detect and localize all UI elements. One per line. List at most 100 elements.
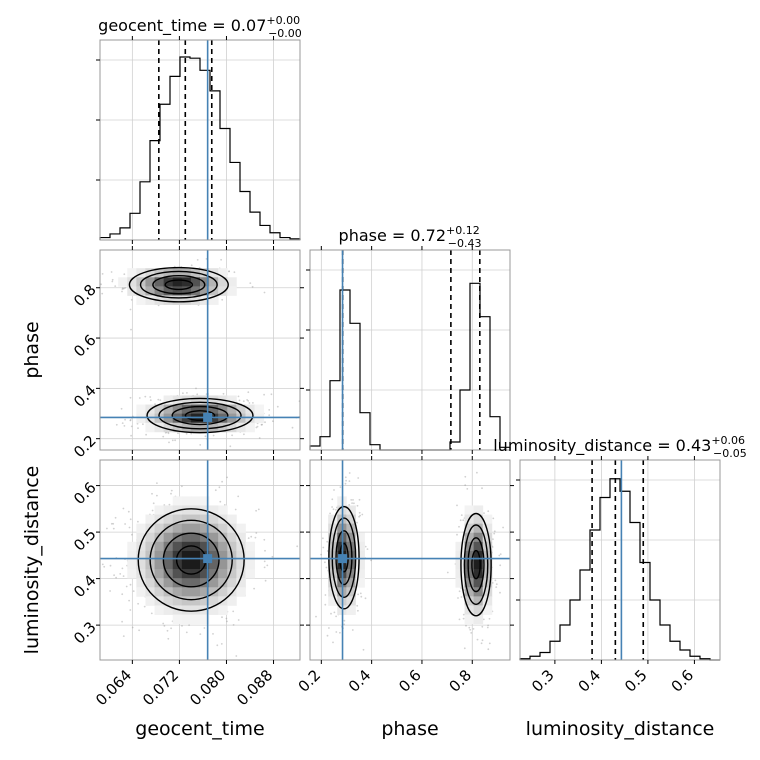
sample-point [101,292,104,295]
sample-point [247,391,250,394]
density-cell [154,578,165,588]
density-cell [200,569,210,579]
sample-point [122,507,125,510]
sample-point [132,590,135,592]
density-cell [455,541,465,552]
density-cell [355,541,365,552]
density-cell [136,541,146,552]
sample-point [263,291,266,294]
sample-point [101,563,104,566]
density-cell [218,605,228,615]
density-cell [190,523,201,534]
density-cell [190,550,201,561]
density-cell [172,422,183,433]
histogram-steps [519,478,720,661]
sample-point [249,282,252,284]
density-cell [190,614,201,625]
density-cell [163,605,174,615]
density-cell [154,422,165,433]
density-cell [181,560,192,570]
density-cell [209,560,219,570]
density-cell [200,596,210,606]
sample-point [486,626,489,629]
sample-point [352,499,354,501]
sample-point [170,489,173,492]
y-tick-label: 0.4 [70,572,100,602]
density-cell [236,550,246,561]
sample-point [124,418,126,421]
density-cell [190,596,201,606]
sample-point [246,399,249,401]
panel-content [310,460,510,660]
density-cell [218,422,228,433]
density-cell [482,514,493,525]
density-cell [145,295,155,305]
density-panel-geocent_time-luminosity_distance [96,456,304,664]
sample-point [127,510,130,513]
sample-point [150,612,153,615]
sample-point [156,482,158,484]
sample-point [331,506,333,508]
density-cell [181,514,192,525]
sample-point [344,476,347,479]
sample-point [481,625,484,628]
sample-point [320,553,322,556]
sample-point [481,639,484,642]
density-cell [236,560,246,570]
sample-point [237,395,240,398]
contour-line [162,532,220,588]
contour-line [463,524,489,606]
sample-point [226,620,228,623]
sample-point [361,513,364,516]
density-cell [482,605,493,615]
sample-point [53,279,55,281]
contour-line [471,549,481,580]
density-cell [473,614,484,625]
density-cell [346,569,356,579]
x-tick-label: 0.6 [395,666,425,696]
sample-point [123,273,126,276]
histogram-steps [99,56,301,240]
contour-line [146,397,254,434]
sample-point [103,565,106,568]
sample-point [339,486,342,488]
sample-point [181,485,183,488]
sample-point [463,647,466,650]
sample-point [106,527,108,530]
sample-point [458,525,460,528]
sample-point [257,508,260,511]
density-cell [172,514,183,525]
density-cell [473,596,484,606]
sample-point [315,615,317,618]
density-cell [227,404,237,415]
density-cell [190,496,201,506]
sample-point [251,285,254,288]
density-cell [482,596,493,606]
density-cell [136,523,146,534]
contour-line [139,270,218,299]
sample-point [456,533,458,536]
sample-point [263,560,266,563]
sample-point [167,432,170,435]
sample-point [159,399,162,401]
density-cell [172,587,183,597]
contour-line [158,401,242,430]
density-cell [163,514,174,525]
contour-line [137,508,245,612]
density-cell [209,514,219,525]
sample-point [254,536,257,539]
density-cell [346,587,356,597]
density-cell [190,560,201,570]
sample-point [115,423,118,426]
sample-point [359,592,362,595]
sample-point [164,431,167,434]
sample-point [162,622,165,625]
sample-point [177,432,179,435]
sample-point [138,397,141,399]
sample-point [465,624,467,627]
density-cell [473,541,484,552]
sample-point [185,432,188,435]
density-cell [455,560,465,570]
sample-point [100,283,102,286]
title-text: geocent_time = 0.07 [98,16,266,36]
